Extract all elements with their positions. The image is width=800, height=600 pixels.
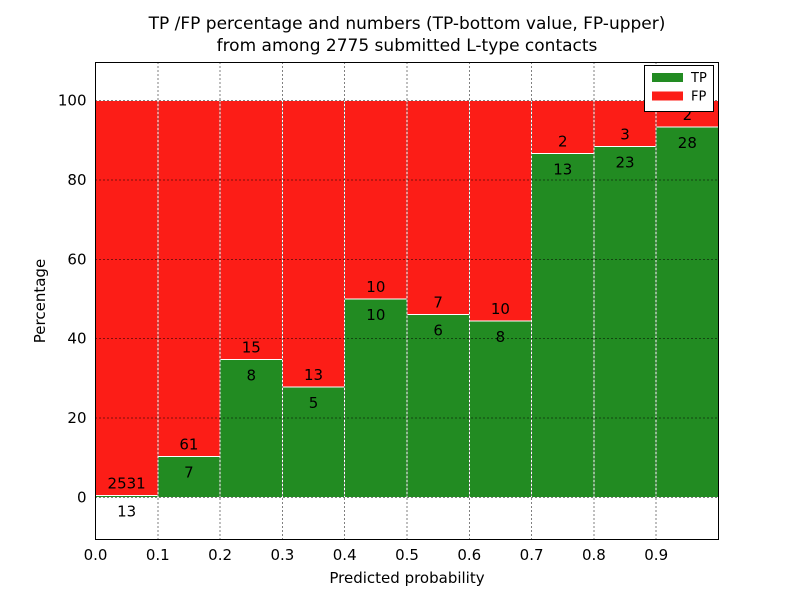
chart-title-line-2: from among 2775 submitted L-type contact… [217, 36, 598, 56]
tp-count-label-bin-0: 13 [117, 502, 136, 520]
bar-tp-bin-7 [531, 153, 595, 498]
x-tick-label-0.1: 0.1 [146, 546, 170, 564]
x-tick-label-0.9: 0.9 [644, 546, 668, 564]
bar-fp-bin-4 [344, 100, 408, 300]
fp-count-label-bin-5: 7 [433, 293, 443, 311]
y-tick-label-60: 60 [67, 250, 86, 268]
fp-count-label-bin-6: 10 [491, 300, 510, 318]
fp-count-label-bin-4: 10 [366, 278, 385, 296]
bar-tp-bin-2 [219, 358, 283, 498]
fp-count-label-bin-2: 15 [242, 338, 261, 356]
legend-label-fp: FP [691, 90, 706, 105]
bar-tp-bin-5 [406, 313, 470, 498]
bar-fp-bin-1 [157, 100, 221, 458]
tp-count-label-bin-5: 6 [433, 321, 443, 339]
x-tick-label-0.2: 0.2 [208, 546, 232, 564]
bar-tp-bin-4 [344, 298, 408, 498]
bar-tp-bin-9 [655, 126, 720, 498]
x-axis-label: Predicted probability [329, 569, 484, 587]
y-tick-label-0: 0 [77, 488, 87, 506]
tp-count-label-bin-3: 5 [309, 394, 319, 412]
tp-count-label-bin-1: 7 [184, 464, 194, 482]
legend-swatch-tp [652, 73, 683, 82]
x-tick-label-0.5: 0.5 [395, 546, 419, 564]
bar-fp-bin-2 [219, 100, 283, 360]
bar-tp-bin-3 [281, 386, 346, 498]
bar-fp-bin-7 [531, 100, 595, 155]
bar-fp-bin-0 [95, 100, 159, 496]
tp-count-label-bin-8: 23 [616, 153, 635, 171]
x-tick-label-0.7: 0.7 [520, 546, 544, 564]
fp-count-label-bin-3: 13 [304, 366, 323, 384]
tp-count-label-bin-2: 8 [246, 366, 256, 384]
tp-count-label-bin-6: 8 [496, 328, 506, 346]
bar-tp-bin-6 [468, 320, 533, 498]
tp-count-label-bin-9: 28 [678, 134, 697, 152]
fp-count-label-bin-9: 2 [683, 106, 693, 124]
tp-count-label-bin-4: 10 [366, 306, 385, 324]
x-tick-label-0.4: 0.4 [333, 546, 357, 564]
fp-count-label-bin-8: 3 [620, 125, 630, 143]
y-tick-label-80: 80 [67, 171, 86, 189]
fp-count-label-bin-0: 2531 [108, 474, 146, 492]
legend-swatch-fp [652, 91, 683, 101]
bar-fp-bin-5 [406, 100, 470, 315]
bar-tp-bin-8 [593, 145, 657, 498]
fp-count-label-bin-1: 61 [179, 436, 198, 454]
bar-fp-bin-3 [281, 100, 346, 388]
y-axis-label: Percentage [31, 259, 49, 343]
bar-fp-bin-6 [468, 100, 533, 322]
y-tick-label-100: 100 [58, 92, 87, 110]
y-tick-label-40: 40 [67, 330, 86, 348]
x-tick-label-0.6: 0.6 [457, 546, 481, 564]
legend-label-tp: TP [690, 71, 707, 86]
y-tick-label-20: 20 [67, 409, 86, 427]
tp-count-label-bin-7: 13 [553, 161, 572, 179]
x-tick-label-0.8: 0.8 [582, 546, 606, 564]
axes-frame [95, 62, 719, 540]
x-tick-label-0.3: 0.3 [270, 546, 294, 564]
fp-count-label-bin-7: 2 [558, 133, 568, 151]
x-tick-label-0.0: 0.0 [84, 546, 108, 564]
chart-title-line-1: TP /FP percentage and numbers (TP-bottom… [148, 14, 666, 34]
